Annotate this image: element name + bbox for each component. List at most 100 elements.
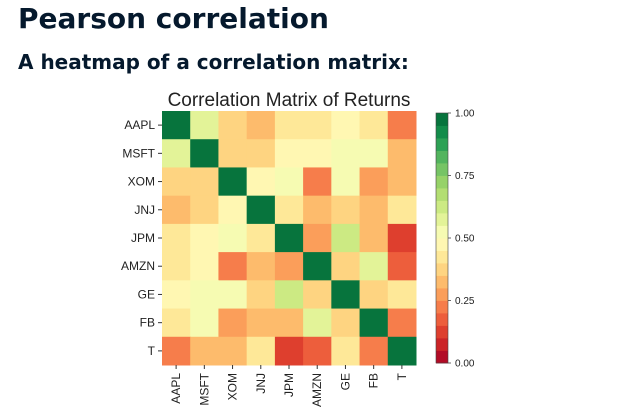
heatmap-cell-aapl-t <box>387 111 417 140</box>
heatmap-cell-ge-msft <box>190 280 219 310</box>
y-tick-label-jpm: JPM <box>131 231 155 245</box>
heatmap-cell-msft-jnj <box>246 139 276 168</box>
colorbar-tick-label: 0.75 <box>455 171 475 182</box>
heatmap-cell-t-t <box>387 336 417 366</box>
heatmap-cell-xom-jnj <box>246 167 276 197</box>
heatmap-cell-ge-jpm <box>274 280 304 310</box>
colorbar-segment <box>436 113 448 126</box>
colorbar-segment <box>436 213 448 226</box>
heatmap-cell-aapl-msft <box>190 111 219 140</box>
heatmap-cell-msft-fb <box>359 139 389 168</box>
heatmap-cell-jnj-jpm <box>274 195 304 225</box>
heatmap-cell-t-amzn <box>303 336 332 366</box>
heatmap-cell-amzn-jnj <box>246 252 276 281</box>
y-tick-label-jnj: JNJ <box>134 203 155 217</box>
heatmap-cell-ge-t <box>387 280 417 310</box>
colorbar-segment <box>436 250 448 264</box>
heatmap-cell-aapl-ge <box>331 111 361 140</box>
heatmap-cell-fb-t <box>387 308 417 338</box>
x-tick-label-fb: FB <box>367 373 381 388</box>
heatmap-cell-xom-t <box>387 167 417 197</box>
x-tick-label-xom: XOM <box>226 373 240 400</box>
heatmap-cell-fb-jpm <box>274 308 304 338</box>
heatmap-cell-jpm-xom <box>218 223 248 253</box>
colorbar-segment <box>436 200 448 214</box>
heatmap-cell-xom-amzn <box>303 167 332 197</box>
heatmap-cell-jnj-t <box>387 195 417 225</box>
colorbar-segment <box>436 288 448 301</box>
heatmap-cell-jpm-aapl <box>162 223 191 253</box>
heatmap-cell-ge-fb <box>359 280 389 310</box>
colorbar-segment <box>436 263 448 276</box>
heatmap-cell-jnj-fb <box>359 195 389 225</box>
x-axis-labels: AAPL MSFT XOM JNJ JPM AMZN GE FB T <box>169 365 409 407</box>
heatmap-cell-fb-ge <box>331 308 361 338</box>
heatmap-cell-xom-aapl <box>162 167 191 197</box>
x-tick-label-t: T <box>395 372 409 380</box>
heatmap-cell-t-msft <box>190 336 219 366</box>
heatmap-cell-jnj-xom <box>218 195 248 225</box>
y-tick-label-aapl: AAPL <box>124 118 155 132</box>
y-tick-label-t: T <box>148 344 156 358</box>
heatmap-cell-jpm-t <box>387 223 417 253</box>
colorbar-segment <box>436 313 448 326</box>
heatmap-cell-jpm-amzn <box>303 223 332 253</box>
x-tick-label-ge: GE <box>338 373 352 390</box>
heatmap-cell-t-jpm <box>274 336 304 366</box>
heatmap-cell-amzn-xom <box>218 252 248 281</box>
heatmap-cell-fb-aapl <box>162 308 191 338</box>
heatmap-cell-amzn-aapl <box>162 252 191 281</box>
heatmap-cell-msft-aapl <box>162 139 191 168</box>
heatmap-cell-jnj-msft <box>190 195 219 225</box>
x-tick-label-jpm: JPM <box>282 373 296 397</box>
colorbar-segment <box>436 138 448 151</box>
heatmap-cell-msft-msft <box>190 139 219 168</box>
heatmap-cell-amzn-jpm <box>274 252 304 281</box>
y-tick-label-xom: XOM <box>128 175 155 189</box>
heatmap-cell-jpm-jnj <box>246 223 276 253</box>
colorbar-tick-label: 0.25 <box>455 296 475 307</box>
heatmap-cell-aapl-amzn <box>303 111 332 140</box>
y-axis-labels: AAPL MSFT XOM JNJ JPM AMZN GE FB T <box>121 118 162 358</box>
heatmap-cell-amzn-amzn <box>303 252 332 281</box>
colorbar-segment <box>436 125 448 139</box>
heatmap-cell-amzn-fb <box>359 252 389 281</box>
heatmap-cell-ge-xom <box>218 280 248 310</box>
heatmap-cell-msft-t <box>387 139 417 168</box>
colorbar: 0.00 0.25 0.50 0.75 1.00 <box>435 109 475 370</box>
heatmap-cell-xom-ge <box>331 167 361 197</box>
colorbar-segment <box>436 150 448 164</box>
y-tick-label-ge: GE <box>138 287 155 301</box>
heatmap-cell-ge-ge <box>331 280 361 310</box>
heatmap-cell-fb-xom <box>218 308 248 338</box>
heatmap-cell-aapl-aapl <box>162 111 191 140</box>
heatmap-cell-t-aapl <box>162 336 191 366</box>
colorbar-segment <box>436 188 448 201</box>
heatmap-cell-aapl-xom <box>218 111 248 140</box>
chart-title: Correlation Matrix of Returns <box>168 90 411 111</box>
y-tick-label-msft: MSFT <box>122 146 155 160</box>
colorbar-segment <box>436 300 448 314</box>
colorbar-segment <box>436 325 448 339</box>
heatmap-cell-jpm-fb <box>359 223 389 253</box>
heatmap-cell-amzn-ge <box>331 252 361 281</box>
heatmap-cell-jpm-msft <box>190 223 219 253</box>
slide-title: Pearson correlation <box>18 2 329 35</box>
heatmap-cell-xom-fb <box>359 167 389 197</box>
heatmap-cell-t-xom <box>218 336 248 366</box>
colorbar-tick-label: 0.50 <box>455 234 475 245</box>
heatmap-cell-jnj-jnj <box>246 195 276 225</box>
heatmap-cell-aapl-jpm <box>274 111 304 140</box>
colorbar-segment <box>436 175 448 189</box>
colorbar-segment <box>436 350 448 364</box>
heatmap-cell-t-ge <box>331 336 361 366</box>
heatmap-cell-fb-msft <box>190 308 219 338</box>
y-tick-label-fb: FB <box>140 316 155 330</box>
heatmap-cell-t-fb <box>359 336 389 366</box>
colorbar-segment <box>436 338 448 351</box>
heatmap-cell-msft-amzn <box>303 139 332 168</box>
colorbar-segment <box>436 163 448 176</box>
x-tick-label-aapl: AAPL <box>169 373 183 404</box>
heatmap-cell-msft-ge <box>331 139 361 168</box>
